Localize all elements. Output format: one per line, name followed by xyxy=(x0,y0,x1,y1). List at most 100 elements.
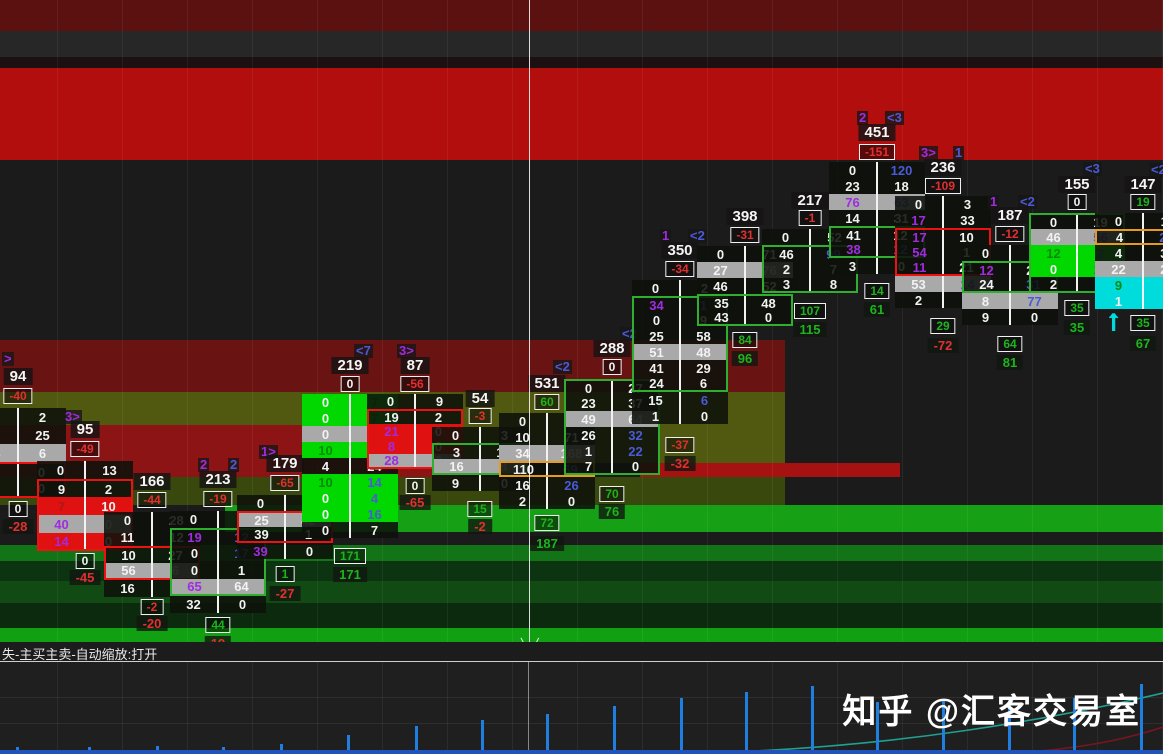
volume-bar xyxy=(1140,684,1143,750)
footprint-cell-row: 26 32 xyxy=(564,427,660,443)
grid-line-vertical xyxy=(252,0,253,642)
ask-cell: 39 xyxy=(1142,245,1163,261)
top-delta-box: -151 xyxy=(858,144,896,160)
price-band xyxy=(0,57,1163,68)
volume-bar xyxy=(1008,700,1011,750)
column-label: 398 xyxy=(726,208,764,225)
volume-bar xyxy=(613,706,616,750)
ask-cell: 10 xyxy=(84,497,131,515)
column-label: 54 xyxy=(465,390,495,407)
bid-cell: 3 xyxy=(452,445,461,459)
top-delta-box: -12 xyxy=(995,226,1025,242)
bid-cell: 0 xyxy=(584,381,593,395)
ask-cell: 48 xyxy=(679,344,726,360)
bid-cell: 24 xyxy=(979,277,994,291)
ask-cell: 6 xyxy=(679,392,728,408)
footprint-cell-row: 7 10 xyxy=(37,497,133,515)
ma-curve-red xyxy=(1043,726,1163,750)
delta-marker: <3 xyxy=(1083,161,1102,176)
top-delta-box: -44 xyxy=(137,492,167,508)
ask-cell: 7 xyxy=(1142,277,1163,293)
bottom-delta-box: 35 xyxy=(1064,300,1090,316)
bid-cell: 2 xyxy=(782,261,791,277)
bid-cell: 9 xyxy=(1114,277,1123,293)
price-band xyxy=(0,31,1163,57)
column-label: 95 xyxy=(70,421,100,438)
grid-line-vertical xyxy=(902,662,903,750)
bid-cell: 3 xyxy=(782,277,791,291)
grid-line-vertical xyxy=(57,0,58,642)
footprint-cell-row: 65 64 xyxy=(170,579,266,596)
bid-cell: 10 xyxy=(318,442,333,458)
bid-cell: 5 xyxy=(0,464,17,480)
volume-bar xyxy=(745,692,748,750)
bid-cell: 7 xyxy=(57,498,66,514)
delta-marker: <2 xyxy=(1018,194,1037,209)
grid-line-vertical xyxy=(642,662,643,750)
grid-line-vertical xyxy=(512,0,513,642)
footprint-cell-row: 39 0 xyxy=(237,543,333,559)
bid-cell: 0 xyxy=(386,394,395,409)
column-label: 217 xyxy=(791,192,829,209)
bottom-cumulative-label: 96 xyxy=(731,351,759,366)
bid-cell: 9 xyxy=(981,309,990,325)
grid-line-vertical xyxy=(187,0,188,642)
delta-marker: <3 xyxy=(885,110,904,125)
bid-cell: 49 xyxy=(581,411,596,427)
ask-cell: 0 xyxy=(679,408,728,424)
delta-marker: 3> xyxy=(919,145,938,160)
ask-cell: 120 xyxy=(876,162,925,178)
footprint-cell-row: 23 18 xyxy=(829,178,925,194)
footprint-cell-row: 41 29 xyxy=(632,360,728,376)
price-band xyxy=(0,0,1163,31)
grid-line-vertical xyxy=(577,662,578,750)
bottom-delta-box: 35 xyxy=(1130,315,1156,331)
top-delta-box: 0 xyxy=(602,359,622,375)
crosshair-vline-lower xyxy=(528,662,529,750)
top-delta-box: -49 xyxy=(70,441,100,457)
ask-cell: 11 xyxy=(1142,213,1163,229)
status-bar: 失-主买主卖-自动缩放:打开 xyxy=(0,642,1163,662)
volume-bar xyxy=(16,747,19,750)
bottom-strip xyxy=(0,750,1163,754)
footprint-cell-row: 10 14 xyxy=(302,474,398,490)
bid-cell: 27 xyxy=(713,262,728,278)
footprint-cell-row: 0 13 xyxy=(37,461,133,479)
ask-cell: 7 xyxy=(349,522,398,538)
bid-cell: 11 xyxy=(912,260,927,274)
bid-cell: 110 xyxy=(513,463,534,475)
volume-bar xyxy=(942,700,945,750)
bid-cell: 40 xyxy=(54,516,69,532)
bottom-delta-box: 107 xyxy=(793,303,827,319)
bid-cell: 0 xyxy=(848,162,857,178)
bottom-delta-box: -37 xyxy=(665,437,695,453)
footprint-cell-row: 02 xyxy=(0,408,66,426)
grid-line-vertical xyxy=(447,0,448,642)
top-delta-box: -34 xyxy=(665,261,695,277)
bid-cell: 34 xyxy=(515,445,530,461)
column-label: 155 xyxy=(1058,176,1096,193)
bid-cell: 0 xyxy=(321,426,330,442)
grid-line-vertical xyxy=(57,662,58,750)
bid-cell: 11 xyxy=(120,530,135,545)
ask-cell: 0 xyxy=(744,310,791,324)
delta-marker: <2 xyxy=(688,228,707,243)
bid-cell: 41 xyxy=(846,228,861,242)
bottom-delta-box: 0 xyxy=(8,501,28,517)
bottom-delta-box: 84 xyxy=(732,332,758,348)
bid-cell: 0 xyxy=(321,522,330,538)
bid-cell: 0 xyxy=(189,512,198,527)
ask-cell: 6 xyxy=(679,376,726,390)
ask-cell: 32 xyxy=(611,427,658,443)
volume-bar xyxy=(811,686,814,750)
panel-divider xyxy=(0,661,1163,662)
status-bar-text[interactable]: 失-主买主卖-自动缩放:打开 xyxy=(2,647,158,662)
bid-cell: 46 xyxy=(1046,229,1061,245)
footprint-cell-row: 4 24 xyxy=(1095,229,1163,245)
volume-bar xyxy=(546,714,549,750)
